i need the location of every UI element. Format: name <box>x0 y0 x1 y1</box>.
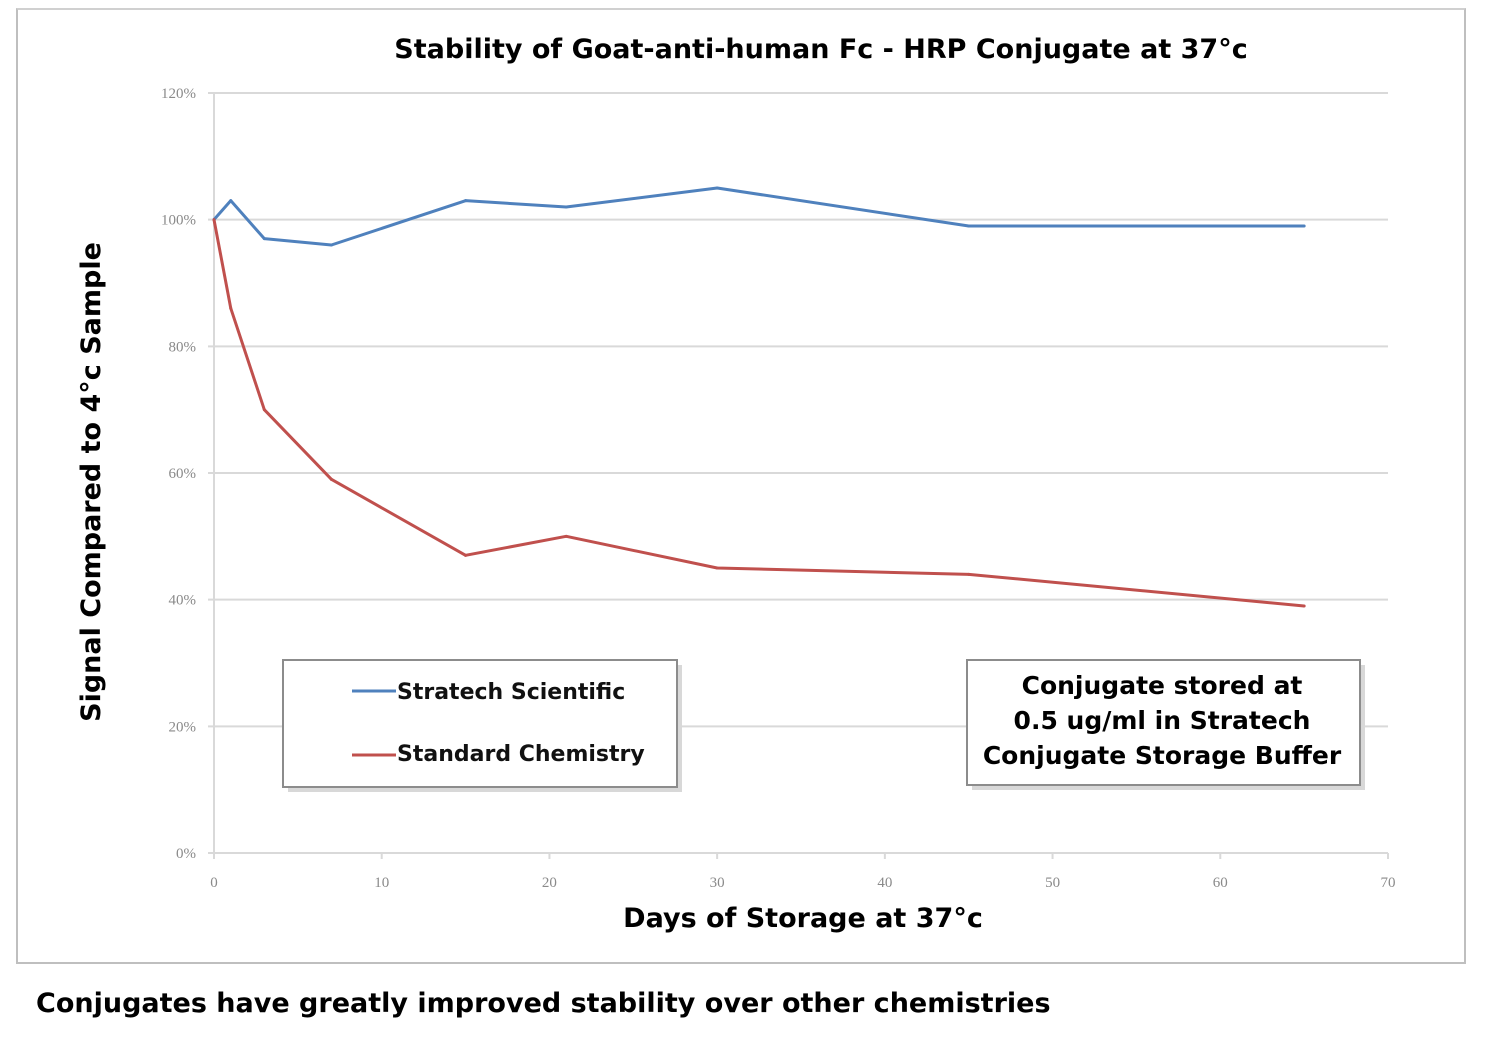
y-tick-label: 20% <box>169 719 197 735</box>
x-tick-label: 30 <box>710 875 725 891</box>
annotation-border <box>966 659 1361 786</box>
legend-box <box>282 659 678 788</box>
data-point <box>229 306 233 310</box>
x-tick-label: 40 <box>877 875 892 891</box>
annotation-line-3: Conjugate Storage Buffer <box>983 741 1342 770</box>
y-tick-label: 60% <box>169 466 197 482</box>
data-point <box>967 224 971 228</box>
data-point <box>262 408 266 412</box>
data-point <box>564 534 568 538</box>
data-point <box>262 237 266 241</box>
x-tick-label: 60 <box>1213 875 1228 891</box>
y-tick-label: 40% <box>169 593 197 609</box>
caption: Conjugates have greatly improved stabili… <box>36 988 1051 1019</box>
data-point <box>329 243 333 247</box>
data-point <box>715 186 719 190</box>
series-line-standard-chemistry <box>212 219 1305 608</box>
data-point <box>715 566 719 570</box>
data-point <box>1302 224 1306 228</box>
y-tick-label: 80% <box>169 339 197 355</box>
x-axis-label: Days of Storage at 37°c <box>623 903 983 934</box>
annotation-line-1: Conjugate stored at <box>1022 671 1303 700</box>
x-tick-label: 70 <box>1381 875 1396 891</box>
data-point <box>329 477 333 481</box>
data-point <box>229 199 233 203</box>
x-tick-label: 50 <box>1045 875 1060 891</box>
y-tick-label: 100% <box>161 213 196 229</box>
x-tick-label: 0 <box>210 875 218 891</box>
series-lines <box>212 186 1306 608</box>
data-point <box>464 199 468 203</box>
annotation-line-2: 0.5 ug/ml in Stratech <box>1014 706 1311 735</box>
y-tick-label: 120% <box>161 86 196 102</box>
legend-label-stratech: Stratech Scientific <box>397 680 625 705</box>
data-point <box>464 553 468 557</box>
x-tick-label: 20 <box>542 875 557 891</box>
y-tick-label: 0% <box>176 846 196 862</box>
x-tick-label: 10 <box>374 875 389 891</box>
series-line-stratech-scientific <box>212 186 1305 247</box>
y-axis-label: Signal Compared to 4°c Sample <box>76 242 107 722</box>
legend-label-standard: Standard Chemistry <box>397 742 645 767</box>
data-point <box>564 205 568 209</box>
chart-frame <box>16 8 1466 964</box>
data-point <box>1302 604 1306 608</box>
legend: Stratech Scientific Standard Chemistry <box>282 659 682 792</box>
annotation-box: Conjugate stored at 0.5 ug/ml in Stratec… <box>966 659 1365 790</box>
data-point <box>212 218 216 222</box>
tick-labels: 0% 20% 40% 60% 80% 100% 120% 0 10 20 30 40 50 60 70 <box>161 86 1396 891</box>
chart-title: Stability of Goat-anti-human Fc - HRP Co… <box>394 34 1247 65</box>
data-point <box>967 572 971 576</box>
